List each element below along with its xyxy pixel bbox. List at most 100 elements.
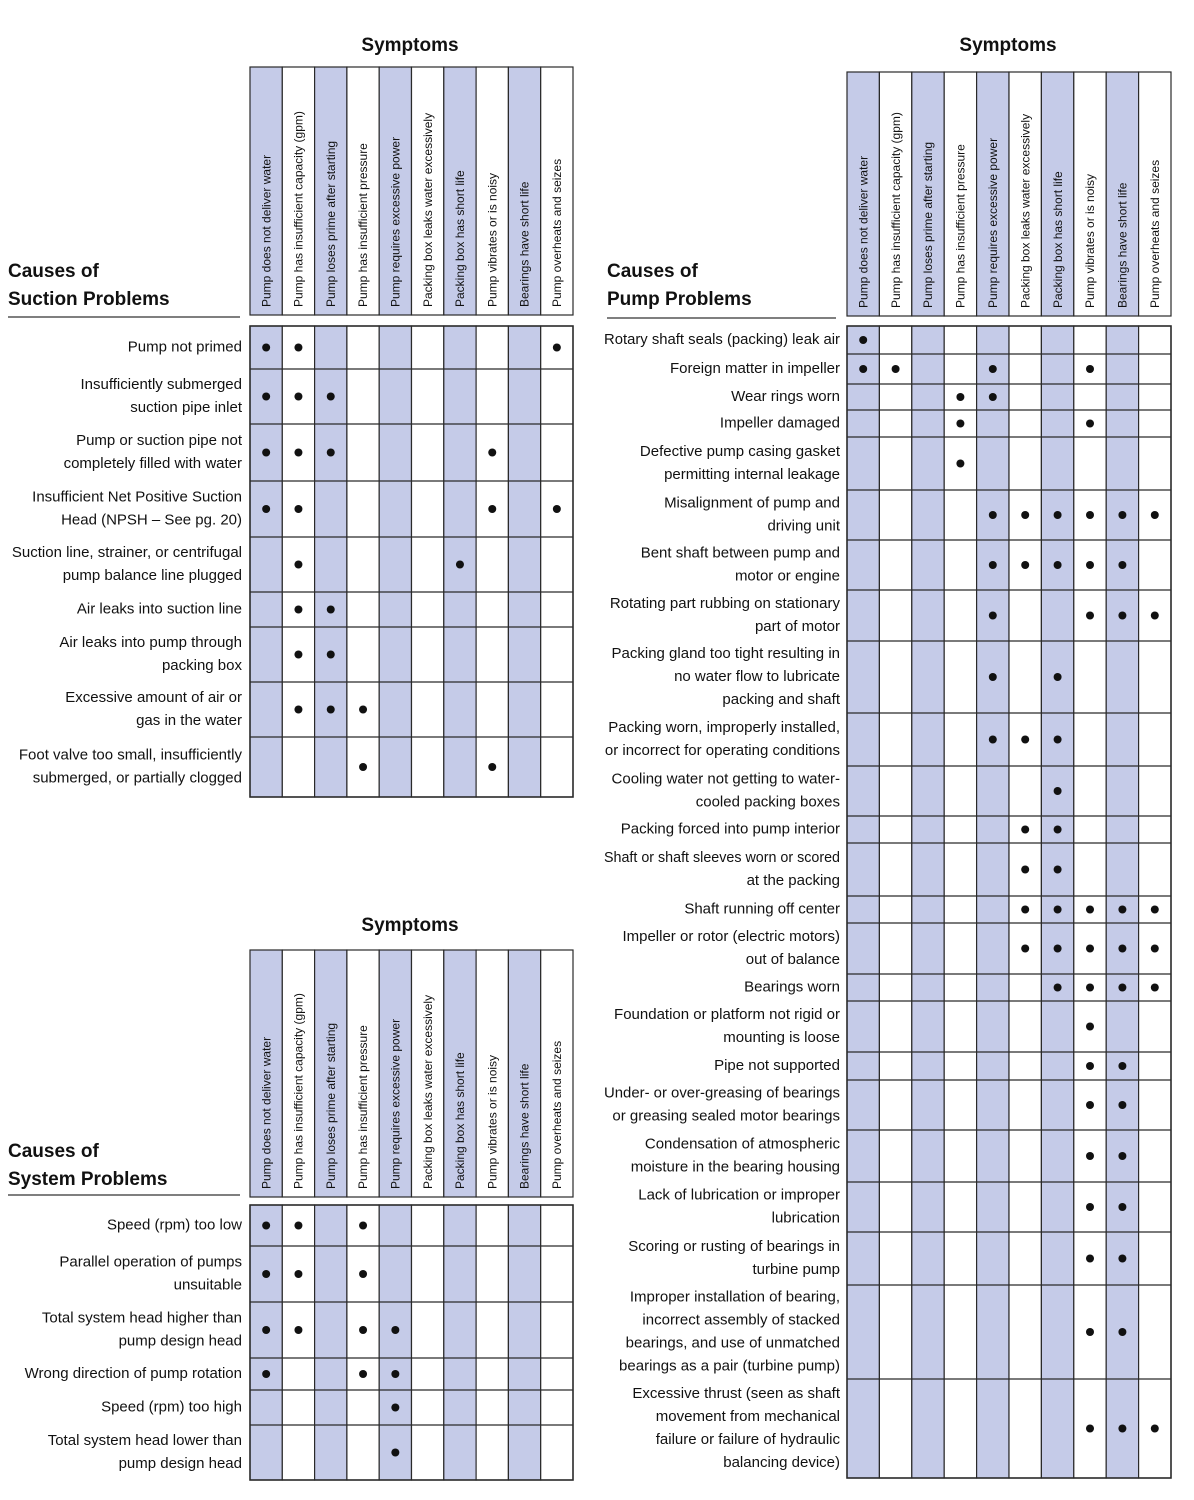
symptom-label: Pump does not deliver water xyxy=(259,155,273,307)
cause-label: suction pipe inlet xyxy=(130,399,243,416)
symptom-dot xyxy=(1053,673,1062,681)
symptom-label: Pump does not deliver water xyxy=(259,1037,273,1189)
symptom-dot xyxy=(1118,944,1127,953)
symptom-dot xyxy=(1150,511,1159,519)
symptom-dot xyxy=(359,763,368,771)
header-cell xyxy=(846,71,881,317)
symptom-dot xyxy=(859,336,868,344)
symptom-dot xyxy=(956,393,965,401)
symptom-label: Pump has insufficient capacity (gpm) xyxy=(292,993,306,1189)
header-cell xyxy=(346,949,380,1198)
cause-label: submerged, or partially clogged xyxy=(33,769,242,786)
symptom-dot xyxy=(1086,365,1094,373)
cause-label: Foreign matter in impeller xyxy=(670,360,840,377)
symptom-label: Pump does not deliver water xyxy=(856,156,870,308)
table-border xyxy=(846,325,1172,1479)
header-cell xyxy=(1073,71,1107,317)
symptom-label: Pump loses prime after starting xyxy=(324,141,338,307)
symptom-dot xyxy=(1086,944,1094,953)
symptom-dot xyxy=(1118,1062,1127,1070)
symptom-dot xyxy=(1150,611,1159,620)
symptom-dot xyxy=(1086,419,1094,428)
symptom-dot xyxy=(294,1326,303,1334)
symptom-dot xyxy=(1118,511,1127,519)
symptom-label: Bearings have short life xyxy=(518,1063,532,1189)
body-column xyxy=(249,1204,283,1481)
symptom-dot xyxy=(1150,944,1159,953)
header-cell xyxy=(507,66,542,316)
cause-label: Total system head higher than xyxy=(42,1309,242,1326)
symptom-label: Pump has insufficient pressure xyxy=(356,143,370,307)
cause-label: Speed (rpm) too high xyxy=(101,1398,242,1415)
symptom-dot xyxy=(1150,1424,1159,1433)
cause-label: part of motor xyxy=(755,618,840,635)
cause-label: Lack of lubrication or improper xyxy=(638,1186,840,1203)
symptom-dot xyxy=(988,735,997,744)
symptom-dot xyxy=(1118,1328,1127,1336)
symptom-label: Pump overheats and seizes xyxy=(550,1041,564,1189)
symptom-dot xyxy=(359,1270,368,1278)
body-column xyxy=(1105,325,1140,1479)
symptom-table: Symptoms Causes of Suction Problems Pump do… xyxy=(8,35,574,798)
symptom-dot xyxy=(1053,787,1062,795)
symptom-dot xyxy=(262,1326,271,1334)
symptom-table: Symptoms Causes of Pump Problems Pump does … xyxy=(604,35,1172,1479)
symptom-dot xyxy=(294,1221,303,1230)
body-column xyxy=(314,325,348,798)
symptom-dot xyxy=(294,650,303,659)
header-cell xyxy=(443,66,477,316)
symptom-dot xyxy=(1053,825,1062,834)
body-column xyxy=(507,325,542,798)
table-title: Causes of xyxy=(8,1141,99,1162)
cause-label: Rotary shaft seals (packing) leak air xyxy=(604,331,840,348)
symptom-label: Pump requires excessive power xyxy=(986,138,1000,308)
symptom-dot xyxy=(294,605,303,614)
symptom-dot xyxy=(1086,1328,1094,1336)
header-cell xyxy=(540,66,574,316)
cause-label: completely filled with water xyxy=(64,455,242,472)
symptom-dot xyxy=(1118,905,1127,914)
header-cell xyxy=(249,949,283,1198)
symptom-dot xyxy=(326,392,335,401)
symptom-dot xyxy=(488,505,497,513)
symptom-dot xyxy=(1118,1424,1127,1433)
table-title: Causes of xyxy=(8,261,99,282)
symptom-dot xyxy=(294,505,303,513)
body-column xyxy=(540,325,574,798)
symptom-dot xyxy=(391,1326,400,1334)
symptom-dot xyxy=(1053,865,1062,874)
header-cell xyxy=(943,71,978,317)
cause-label: Misalignment of pump and xyxy=(664,494,840,511)
cause-label: bearings, and use of unmatched xyxy=(626,1334,840,1351)
cause-label: Excessive amount of air or xyxy=(65,689,242,706)
symptom-label: Pump has insufficient pressure xyxy=(954,144,968,308)
header-cell xyxy=(975,71,1010,317)
body-column xyxy=(410,325,445,798)
cause-label: Defective pump casing gasket xyxy=(640,443,841,460)
table-heading: Symptoms xyxy=(361,35,458,56)
cause-label: Wrong direction of pump rotation xyxy=(25,1365,242,1382)
header-cell xyxy=(1008,71,1043,317)
symptom-label: Pump overheats and seizes xyxy=(1148,160,1162,308)
cause-label: moisture in the bearing housing xyxy=(631,1158,840,1175)
symptom-table: Symptoms Causes of System Problems Pump doe… xyxy=(8,915,574,1481)
symptom-dot xyxy=(1086,1152,1094,1160)
header-cell xyxy=(281,66,316,316)
symptom-dot xyxy=(1021,561,1030,569)
header-cell xyxy=(410,66,445,316)
symptom-label: Packing box has short life xyxy=(453,1052,467,1189)
table-heading: Symptoms xyxy=(959,35,1056,56)
symptom-dot xyxy=(1118,1101,1127,1109)
symptom-dot xyxy=(391,1403,400,1412)
symptom-dot xyxy=(262,1270,271,1278)
symptom-dot xyxy=(488,763,497,771)
symptom-dot xyxy=(391,1448,400,1457)
symptom-label: Pump requires excessive power xyxy=(389,137,403,307)
body-column xyxy=(1008,325,1043,1479)
symptom-dot xyxy=(988,393,997,401)
cause-label: Cooling water not getting to water- xyxy=(612,770,840,787)
cause-label: Rotating part rubbing on stationary xyxy=(610,595,841,612)
body-column xyxy=(314,1204,348,1481)
symptom-label: Packing box leaks water excessively xyxy=(1018,114,1032,308)
cause-label: Bent shaft between pump and xyxy=(641,544,840,561)
